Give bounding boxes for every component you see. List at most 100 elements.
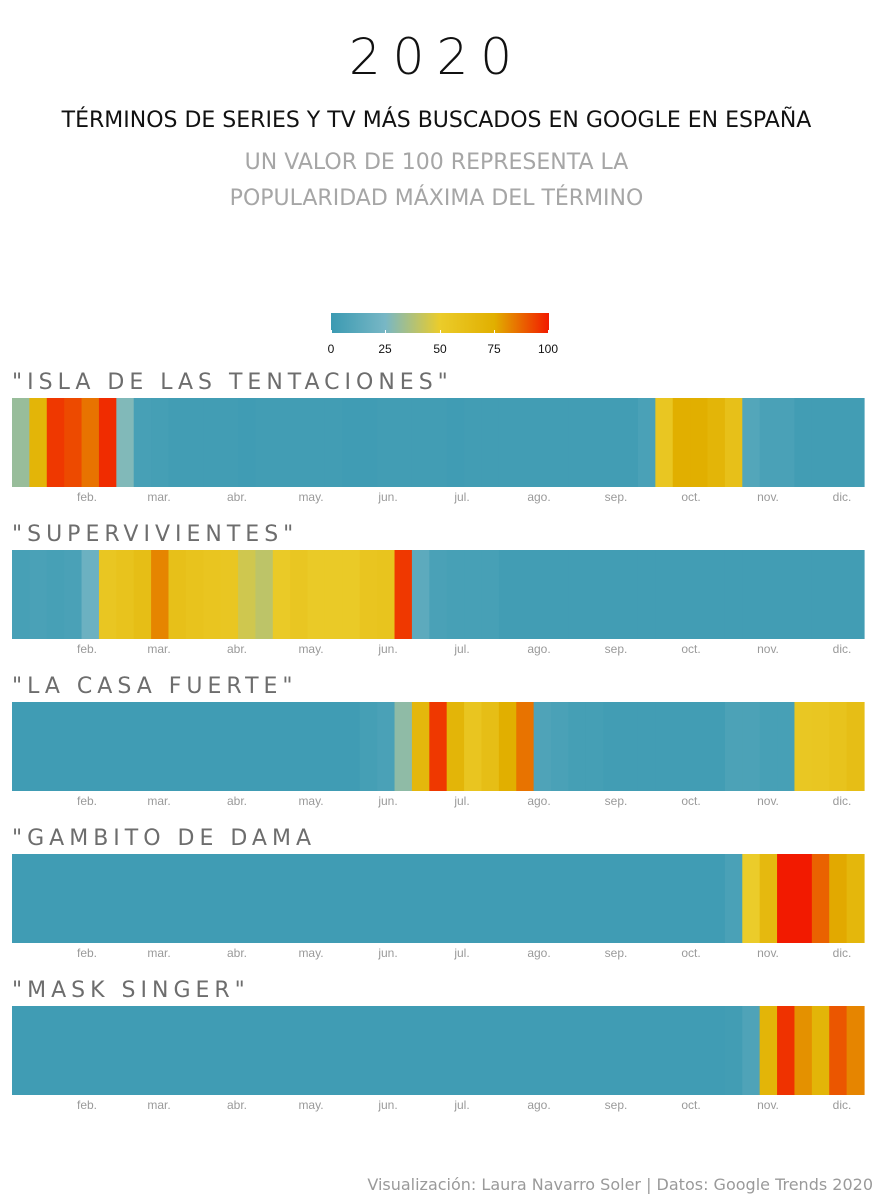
- x-tick-label: oct.: [681, 642, 700, 656]
- heatmap-cell: [707, 854, 726, 943]
- heatmap-cell: [290, 702, 309, 791]
- legend-tick-mark: [385, 330, 386, 334]
- heatmap-cell: [81, 550, 100, 639]
- heatmap-cell: [585, 1006, 604, 1095]
- heatmap-cell: [568, 398, 587, 487]
- heatmap-cell: [220, 398, 239, 487]
- heatmap-cell: [777, 702, 796, 791]
- x-tick-label: feb.: [77, 946, 97, 960]
- x-tick-label: sep.: [605, 1098, 628, 1112]
- x-tick-label: jun.: [377, 642, 397, 656]
- heatmap-cell: [794, 702, 813, 791]
- heatmap-cell: [255, 702, 274, 791]
- legend-tick-mark: [494, 330, 495, 334]
- heatmap-cell: [707, 550, 726, 639]
- x-tick-label: sep.: [605, 642, 628, 656]
- heatmap-cell: [290, 854, 309, 943]
- x-tick-label: sep.: [605, 794, 628, 808]
- heatmap-cell: [116, 702, 135, 791]
- heatmap-cell: [12, 398, 30, 487]
- heatmap-cell: [446, 398, 465, 487]
- heatmap-cell: [568, 550, 587, 639]
- heatmap-cell: [98, 398, 117, 487]
- heatmap-cell: [498, 854, 517, 943]
- heatmap-cell: [620, 854, 639, 943]
- heatmap-cell: [98, 1006, 117, 1095]
- heatmap-cell: [516, 854, 535, 943]
- x-tick-label: feb.: [77, 794, 97, 808]
- heatmap-cell: [777, 550, 796, 639]
- x-tick-label: dic.: [833, 490, 852, 504]
- x-tick-label: dic.: [833, 1098, 852, 1112]
- heatmap-cell: [481, 398, 500, 487]
- heatmap-cell: [168, 398, 187, 487]
- heatmap-cell: [133, 550, 152, 639]
- heatmap-cell: [151, 1006, 170, 1095]
- heatmap-cell: [238, 398, 257, 487]
- heatmap-cell: [238, 1006, 257, 1095]
- heatmap-cell: [603, 854, 622, 943]
- heatmap-cell: [759, 854, 778, 943]
- heatmap-cell: [394, 398, 413, 487]
- heatmap-cell: [46, 854, 65, 943]
- heatmap-cell: [64, 854, 83, 943]
- heatmap-cell: [168, 1006, 187, 1095]
- panel-title-gambito: "GAMBITO DE DAMA: [12, 826, 316, 851]
- legend-tick-0: 0: [327, 342, 335, 356]
- heatmap-cell: [359, 398, 378, 487]
- heatmap-cell: [811, 398, 830, 487]
- heatmap-cell: [116, 854, 135, 943]
- heatmap-cell: [64, 702, 83, 791]
- legend-tick-mark: [440, 330, 441, 334]
- heatmap-cell: [811, 550, 830, 639]
- heatmap-cell: [481, 550, 500, 639]
- heatmap-cell: [238, 550, 257, 639]
- heatmap-cell: [151, 854, 170, 943]
- heatmap-cell: [377, 702, 396, 791]
- heatmap-cell: [133, 854, 152, 943]
- heatmap-cell: [151, 550, 170, 639]
- heatmap-cell: [324, 702, 343, 791]
- heatmap-cell: [359, 702, 378, 791]
- heatmap-cell: [516, 1006, 535, 1095]
- heatmap-cell: [846, 1006, 865, 1095]
- heatmap-cell: [307, 702, 326, 791]
- x-tick-label: mar.: [147, 946, 170, 960]
- heatmap-cell: [690, 854, 709, 943]
- heatmap-cell: [551, 702, 570, 791]
- heatmap-cell: [846, 398, 865, 487]
- heatmap-cell: [707, 398, 726, 487]
- color-legend-bar: [331, 313, 549, 333]
- heatmap-cell: [690, 702, 709, 791]
- heatmap-cell: [724, 702, 743, 791]
- heatmap-cell: [64, 1006, 83, 1095]
- heatmap-cell: [481, 702, 500, 791]
- legend-tick-mark: [548, 330, 549, 334]
- heatmap-cell: [133, 398, 152, 487]
- heatmap-cell: [116, 398, 135, 487]
- x-tick-label: ago.: [527, 490, 550, 504]
- heatmap-cell: [203, 398, 222, 487]
- heatmap-cell: [81, 702, 100, 791]
- heatmap-cell: [98, 702, 117, 791]
- heatmap-cell: [185, 398, 204, 487]
- heatmap-cell: [672, 398, 691, 487]
- x-tick-label: ago.: [527, 946, 550, 960]
- heatmap-cell: [290, 1006, 309, 1095]
- x-tick-label: oct.: [681, 1098, 700, 1112]
- heatmap-cell: [220, 550, 239, 639]
- chart-subtitle-line-2: POPULARIDAD MÁXIMA DEL TÉRMINO: [229, 186, 644, 211]
- heatmap-cell: [359, 550, 378, 639]
- heatmap-cell: [342, 398, 361, 487]
- x-tick-label: oct.: [681, 794, 700, 808]
- heatmap-cell: [272, 550, 291, 639]
- x-tick-label: feb.: [77, 642, 97, 656]
- heatmap-cell: [794, 550, 813, 639]
- heatmap-cell: [116, 550, 135, 639]
- heatmap-cell: [185, 854, 204, 943]
- heatmap-cell: [29, 854, 48, 943]
- heatmap-cell: [637, 398, 656, 487]
- heatmap-cell: [498, 398, 517, 487]
- x-tick-label: mar.: [147, 1098, 170, 1112]
- heatmap-cell: [777, 1006, 796, 1095]
